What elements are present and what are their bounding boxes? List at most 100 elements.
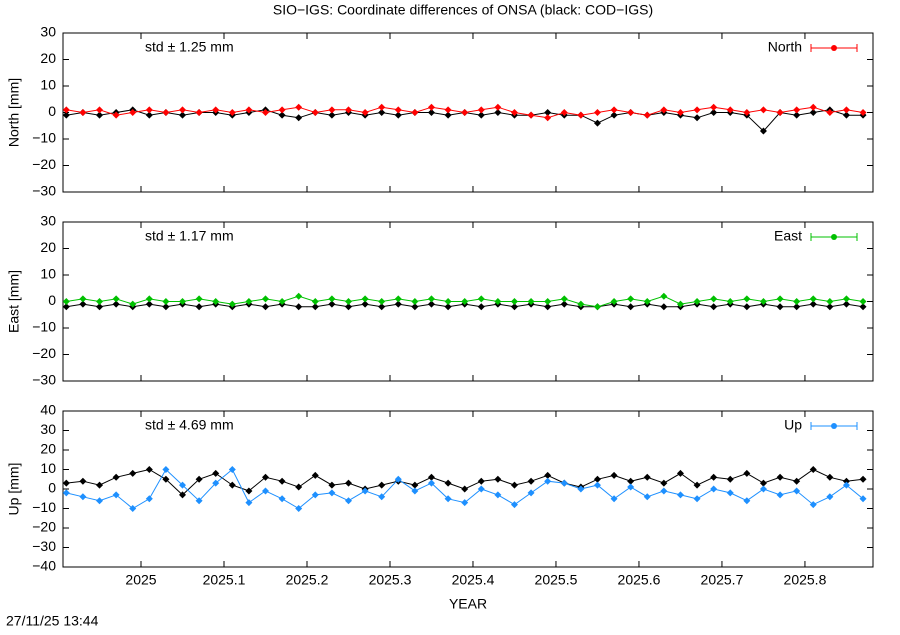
- data-point: [195, 109, 203, 116]
- data-point: [361, 109, 369, 116]
- data-point: [212, 298, 220, 305]
- data-point: [195, 295, 203, 303]
- data-point: [859, 303, 867, 311]
- data-point: [162, 466, 170, 473]
- data-point: [660, 106, 668, 114]
- data-point: [145, 106, 153, 114]
- data-point: [693, 114, 701, 122]
- data-point: [461, 499, 469, 507]
- y-tick-label: 0: [48, 292, 56, 308]
- data-point: [62, 298, 70, 305]
- data-point: [79, 109, 87, 116]
- x-tick-label: 2025.5: [535, 572, 578, 588]
- data-point: [427, 109, 435, 116]
- data-point: [361, 300, 369, 308]
- data-point: [179, 111, 187, 119]
- data-point: [693, 495, 701, 503]
- x-tick-label: 2025.2: [286, 572, 329, 588]
- data-point: [660, 479, 668, 487]
- annotation: std ± 1.25 mm: [145, 39, 234, 55]
- data-point: [179, 106, 187, 114]
- data-point: [444, 495, 452, 503]
- data-point: [444, 106, 452, 114]
- data-point: [427, 473, 435, 481]
- data-point: [510, 481, 518, 489]
- data-point: [527, 298, 535, 305]
- data-point: [842, 111, 850, 119]
- data-point: [809, 295, 817, 303]
- data-point: [295, 505, 303, 512]
- data-point: [344, 106, 352, 114]
- y-tick-label: −20: [32, 345, 56, 361]
- data-point: [544, 471, 552, 479]
- data-point: [477, 295, 485, 303]
- x-tick-label: 2025.6: [618, 572, 661, 588]
- data-point: [710, 103, 718, 111]
- data-point: [79, 493, 87, 501]
- data-point: [793, 106, 801, 114]
- data-point: [710, 473, 718, 481]
- data-point: [593, 481, 601, 489]
- x-tick-label: 2025.1: [203, 572, 246, 588]
- data-point: [129, 109, 137, 116]
- data-point: [245, 487, 253, 495]
- data-point: [245, 499, 253, 507]
- data-point: [660, 487, 668, 495]
- data-point: [361, 295, 369, 303]
- data-point: [145, 495, 153, 503]
- data-point: [278, 298, 286, 305]
- data-point: [295, 103, 303, 111]
- x-tick-label: 2025: [125, 572, 156, 588]
- y-tick-label: 20: [40, 50, 56, 66]
- data-point: [743, 109, 751, 116]
- data-point: [228, 466, 236, 473]
- data-point: [112, 491, 120, 499]
- y-tick-label: 40: [40, 402, 56, 418]
- data-point: [743, 469, 751, 477]
- legend-marker: [831, 423, 837, 429]
- data-point: [627, 483, 635, 491]
- data-point: [62, 479, 70, 487]
- data-point: [477, 111, 485, 119]
- data-point: [809, 103, 817, 111]
- data-point: [311, 491, 319, 499]
- data-point: [378, 103, 386, 111]
- data-point: [593, 303, 601, 311]
- data-point: [262, 473, 269, 481]
- data-point: [444, 303, 452, 311]
- legend-label: North: [768, 39, 802, 55]
- data-point: [112, 111, 120, 119]
- data-point: [809, 300, 817, 308]
- data-point: [759, 479, 767, 487]
- data-point: [593, 109, 601, 116]
- data-point: [129, 469, 137, 477]
- data-point: [776, 109, 784, 116]
- legend-marker: [831, 45, 837, 51]
- data-point: [577, 300, 585, 308]
- y-tick-label: −20: [32, 156, 56, 172]
- data-point: [162, 109, 170, 116]
- data-point: [842, 300, 850, 308]
- data-point: [179, 298, 187, 305]
- data-point: [411, 109, 419, 116]
- data-point: [809, 501, 817, 509]
- data-point: [710, 109, 718, 116]
- y-tick-label: 0: [48, 480, 56, 496]
- data-point: [262, 487, 269, 495]
- data-point: [693, 298, 701, 305]
- data-point: [510, 298, 518, 305]
- data-point: [610, 111, 618, 119]
- data-point: [262, 109, 269, 116]
- data-point: [228, 300, 236, 308]
- data-point: [461, 298, 469, 305]
- x-tick-label: 2025.4: [452, 572, 495, 588]
- data-point: [776, 295, 784, 303]
- legend-marker: [831, 234, 837, 240]
- data-point: [510, 303, 518, 311]
- data-point: [79, 477, 87, 485]
- data-point: [743, 497, 751, 505]
- data-point: [461, 485, 469, 493]
- data-point: [544, 109, 552, 116]
- data-point: [776, 473, 784, 481]
- data-point: [510, 501, 518, 509]
